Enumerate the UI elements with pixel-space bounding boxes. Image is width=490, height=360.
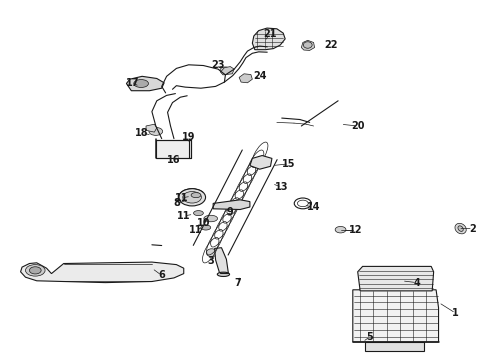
Ellipse shape bbox=[134, 80, 148, 87]
Text: 24: 24 bbox=[253, 71, 267, 81]
Ellipse shape bbox=[206, 249, 217, 257]
Ellipse shape bbox=[458, 226, 463, 231]
Polygon shape bbox=[239, 74, 252, 83]
Ellipse shape bbox=[303, 42, 312, 48]
Text: 18: 18 bbox=[135, 128, 149, 138]
Text: 7: 7 bbox=[234, 278, 241, 288]
Text: 2: 2 bbox=[469, 224, 476, 234]
Ellipse shape bbox=[25, 265, 45, 276]
Text: 13: 13 bbox=[275, 182, 289, 192]
Polygon shape bbox=[146, 124, 157, 132]
Ellipse shape bbox=[335, 226, 346, 233]
Ellipse shape bbox=[183, 192, 201, 203]
Ellipse shape bbox=[455, 223, 466, 234]
Text: 14: 14 bbox=[307, 202, 320, 212]
Polygon shape bbox=[252, 28, 285, 50]
Text: 11: 11 bbox=[189, 225, 203, 235]
Text: 4: 4 bbox=[413, 278, 420, 288]
Ellipse shape bbox=[218, 272, 229, 276]
Polygon shape bbox=[215, 248, 228, 273]
Text: 11: 11 bbox=[174, 193, 188, 203]
Text: 1: 1 bbox=[452, 308, 459, 318]
Polygon shape bbox=[126, 76, 164, 91]
Text: 15: 15 bbox=[282, 159, 296, 169]
Text: 12: 12 bbox=[348, 225, 362, 235]
Ellipse shape bbox=[220, 67, 231, 73]
Text: 8: 8 bbox=[173, 198, 180, 208]
Text: 16: 16 bbox=[167, 155, 181, 165]
Text: 3: 3 bbox=[207, 256, 214, 266]
Polygon shape bbox=[21, 262, 184, 283]
Polygon shape bbox=[156, 140, 191, 158]
Text: 17: 17 bbox=[125, 78, 139, 88]
Polygon shape bbox=[358, 266, 434, 291]
Polygon shape bbox=[213, 200, 250, 210]
Polygon shape bbox=[250, 156, 272, 169]
Text: 9: 9 bbox=[227, 207, 234, 217]
Bar bbox=[365, 342, 424, 351]
Ellipse shape bbox=[191, 193, 201, 198]
Polygon shape bbox=[301, 40, 315, 50]
Ellipse shape bbox=[29, 267, 41, 274]
Text: 5: 5 bbox=[367, 332, 373, 342]
Text: 10: 10 bbox=[196, 218, 210, 228]
Text: 6: 6 bbox=[158, 270, 165, 280]
Ellipse shape bbox=[194, 211, 203, 216]
Ellipse shape bbox=[179, 189, 206, 206]
Text: 23: 23 bbox=[211, 60, 225, 70]
Text: 19: 19 bbox=[182, 132, 196, 142]
Ellipse shape bbox=[201, 225, 211, 230]
Text: 22: 22 bbox=[324, 40, 338, 50]
Text: 11: 11 bbox=[177, 211, 191, 221]
Ellipse shape bbox=[204, 215, 218, 222]
Polygon shape bbox=[220, 67, 234, 75]
Ellipse shape bbox=[149, 127, 163, 135]
Text: 20: 20 bbox=[351, 121, 365, 131]
Polygon shape bbox=[353, 290, 439, 342]
Text: 21: 21 bbox=[263, 29, 276, 39]
